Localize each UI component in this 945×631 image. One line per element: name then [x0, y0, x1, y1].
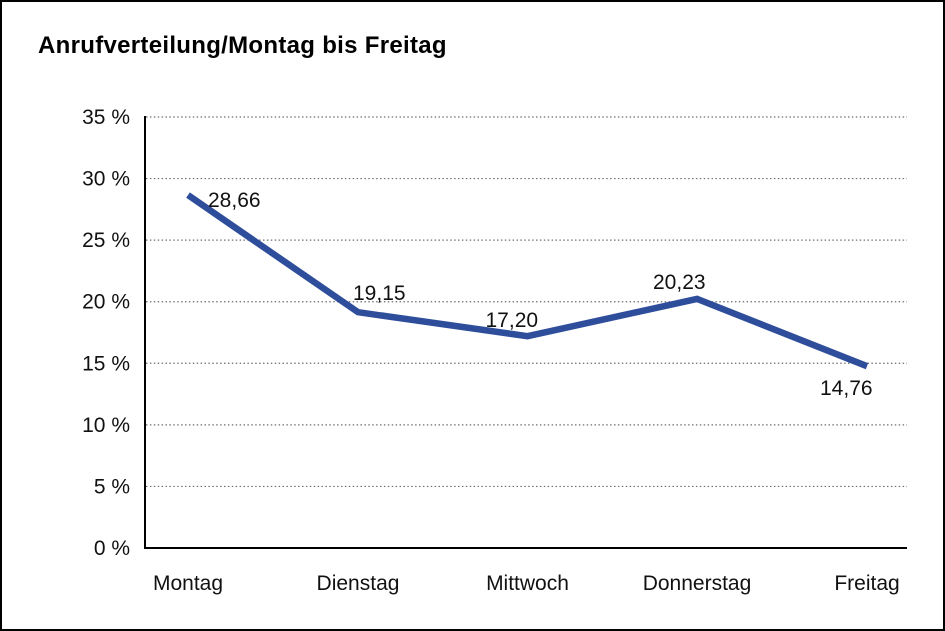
- data-value-label: 28,66: [208, 189, 261, 212]
- chart-title: Anrufverteilung/Montag bis Freitag: [38, 32, 447, 59]
- y-tick-label: 20 %: [82, 291, 130, 314]
- y-tick-label: 35 %: [82, 106, 130, 129]
- x-category-label: Donnerstag: [643, 572, 752, 595]
- y-tick-label: 5 %: [94, 475, 130, 498]
- data-value-label: 19,15: [353, 282, 406, 305]
- y-tick-label: 10 %: [82, 414, 130, 437]
- x-category-label: Dienstag: [317, 572, 400, 595]
- data-value-label: 14,76: [820, 377, 873, 400]
- y-tick-label: 25 %: [82, 229, 130, 252]
- y-tick-label: 0 %: [94, 537, 130, 560]
- data-line: [186, 192, 869, 370]
- x-category-label: Montag: [153, 572, 223, 595]
- data-value-label: 17,20: [486, 309, 539, 332]
- y-tick-label: 15 %: [82, 352, 130, 375]
- x-category-label: Freitag: [834, 572, 899, 595]
- data-value-label: 20,23: [653, 271, 706, 294]
- x-category-label: Mittwoch: [486, 572, 569, 595]
- y-tick-label: 30 %: [82, 168, 130, 191]
